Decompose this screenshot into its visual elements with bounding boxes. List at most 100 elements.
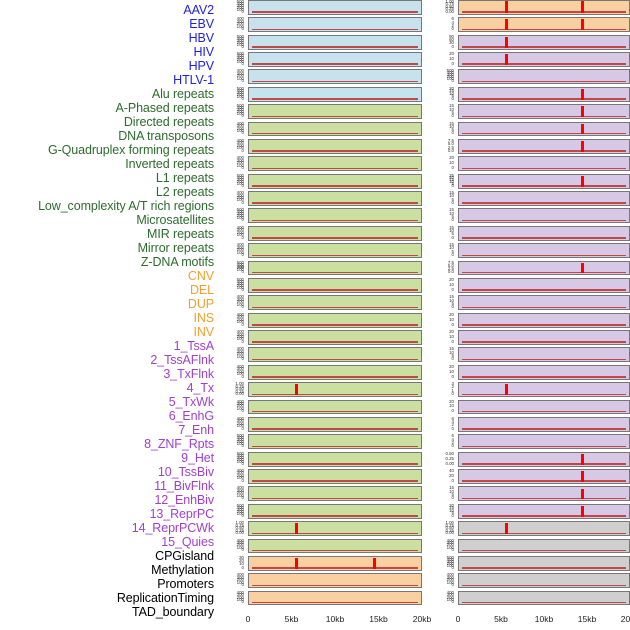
track-plot-box[interactable]: [248, 503, 422, 519]
track-plot-box[interactable]: [458, 590, 630, 606]
track-label-a-phased-repeats: A-Phased repeats: [115, 101, 215, 115]
track-plot-box[interactable]: [248, 277, 422, 293]
track-plot-box[interactable]: [458, 104, 630, 120]
track-plot-box[interactable]: [458, 121, 630, 137]
track-plot-box[interactable]: [458, 208, 630, 224]
track-label-5-txwk: 5_TxWk: [168, 395, 214, 409]
track-plot-box[interactable]: [248, 34, 422, 50]
track-row: 30 20 10 0: [224, 555, 422, 571]
baseline-signal: [462, 46, 626, 48]
track-plot-box[interactable]: [248, 555, 422, 571]
y-tick-label: 10: [449, 106, 454, 112]
track-plot-box[interactable]: [458, 486, 630, 502]
track-plot-box[interactable]: [458, 52, 630, 67]
track-plot-box[interactable]: [458, 521, 630, 536]
track-plot-box[interactable]: [458, 138, 630, 154]
track-plot-box[interactable]: [248, 521, 422, 536]
y-tick-label: 400: [236, 452, 244, 458]
track-plot-box[interactable]: [248, 538, 422, 554]
track-plot-box[interactable]: [248, 434, 422, 450]
y-tick-label: 0.50: [445, 3, 454, 9]
track-plot-box[interactable]: [248, 156, 422, 172]
track-plot-box[interactable]: [458, 34, 630, 50]
track-plot-box[interactable]: [248, 243, 422, 259]
track-plot-box[interactable]: [458, 17, 630, 33]
track-plot-box[interactable]: [458, 86, 630, 102]
y-tick-label: 200: [236, 316, 244, 322]
track-plot-box[interactable]: [458, 225, 630, 241]
track-plot-box[interactable]: [248, 225, 422, 241]
track-label-ins: INS: [193, 311, 214, 325]
track-plot-box[interactable]: [248, 86, 422, 102]
track-plot-box[interactable]: [248, 69, 422, 85]
y-tick-label: 100: [236, 597, 244, 603]
track-plot-box[interactable]: [248, 469, 422, 484]
track-plot-box[interactable]: [248, 486, 422, 502]
track-plot-box[interactable]: [248, 590, 422, 606]
track-plot-box[interactable]: [248, 330, 422, 345]
track-plot-box[interactable]: [248, 347, 422, 363]
track-plot-box[interactable]: [458, 503, 630, 519]
y-tick-label: 20: [239, 558, 244, 564]
track-plot-box[interactable]: [248, 191, 422, 206]
y-tick-label: 0: [451, 477, 454, 483]
x-axis: 0 5kb 10kb 15kb 20kb: [246, 610, 432, 630]
track-plot-box[interactable]: [458, 347, 630, 363]
track-plot-box[interactable]: [458, 416, 630, 432]
track-plot-box[interactable]: [248, 312, 422, 328]
y-axis: 1.00 0.75 0.50 0.25 0.00: [434, 520, 456, 536]
y-tick-label: 400: [236, 53, 244, 59]
y-tick-label: 0: [241, 182, 244, 188]
y-tick-label: 0: [241, 113, 244, 119]
track-plot-box[interactable]: [248, 573, 422, 589]
y-tick-label: 300: [236, 176, 244, 182]
track-plot-box[interactable]: [458, 451, 630, 467]
track-plot-box[interactable]: [458, 538, 630, 554]
track-plot-box[interactable]: [458, 260, 630, 276]
track-plot-box[interactable]: [248, 52, 422, 67]
track-plot-box[interactable]: [248, 399, 422, 415]
track-plot-box[interactable]: [248, 121, 422, 137]
track-plot-box[interactable]: [458, 191, 630, 206]
baseline-signal: [462, 254, 626, 257]
track-plot-box[interactable]: [248, 104, 422, 120]
y-tick-label: 100: [236, 59, 244, 64]
track-plot-box[interactable]: [458, 156, 630, 172]
y-axis: 500 400 300 200 100 0: [224, 277, 246, 293]
track-plot-box[interactable]: [248, 416, 422, 432]
track-plot-box[interactable]: [248, 208, 422, 224]
track-plot-box[interactable]: [458, 243, 630, 259]
y-tick-label: 10: [239, 561, 244, 567]
track-plot-box[interactable]: [248, 295, 422, 311]
y-tick-label: 200: [446, 594, 454, 600]
track-row: 500 400 300 200 100 0: [224, 34, 422, 50]
track-plot-box[interactable]: [458, 69, 630, 85]
track-plot-box[interactable]: [458, 295, 630, 311]
track-plot-box[interactable]: [248, 0, 422, 15]
track-plot-box[interactable]: [458, 382, 630, 398]
baseline-signal: [252, 289, 418, 291]
track-plot-box[interactable]: [248, 382, 422, 398]
track-plot-box[interactable]: [248, 364, 422, 380]
y-tick-label: 300: [236, 89, 244, 95]
y-axis: 400 300 200 100 0: [224, 16, 246, 32]
track-plot-box[interactable]: [458, 277, 630, 293]
y-axis: 400 300 200 100 0: [224, 312, 246, 328]
track-plot-box[interactable]: [248, 451, 422, 467]
y-tick-label: 400: [236, 485, 244, 491]
track-plot-box[interactable]: [458, 555, 630, 571]
track-plot-box[interactable]: [248, 260, 422, 276]
track-plot-box[interactable]: [458, 399, 630, 415]
track-plot-box[interactable]: [458, 173, 630, 189]
track-plot-box[interactable]: [458, 364, 630, 380]
y-tick-label: 0: [451, 495, 454, 501]
track-plot-box[interactable]: [458, 434, 630, 450]
track-plot-box[interactable]: [458, 573, 630, 589]
track-plot-box[interactable]: [458, 469, 630, 484]
track-plot-box[interactable]: [248, 173, 422, 189]
track-plot-box[interactable]: [458, 330, 630, 345]
track-plot-box[interactable]: [248, 17, 422, 33]
track-plot-box[interactable]: [248, 138, 422, 154]
track-plot-box[interactable]: [458, 0, 630, 15]
track-plot-box[interactable]: [458, 312, 630, 328]
